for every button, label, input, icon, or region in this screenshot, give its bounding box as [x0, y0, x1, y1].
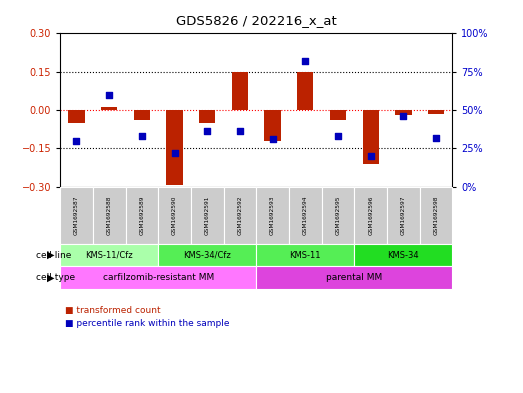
Bar [166, 110, 183, 185]
Point [268, 136, 277, 142]
Text: parental MM: parental MM [326, 274, 382, 282]
Text: KMS-34/Cfz: KMS-34/Cfz [184, 251, 231, 259]
Bar [362, 110, 379, 163]
Text: GSM1692591: GSM1692591 [204, 195, 210, 235]
Text: cell type: cell type [36, 274, 75, 282]
Bar [134, 110, 150, 120]
Point [432, 134, 440, 141]
Point [301, 58, 310, 64]
Text: GSM1692596: GSM1692596 [368, 195, 373, 235]
Point [367, 153, 375, 159]
Bar [395, 110, 412, 115]
Bar [428, 110, 444, 114]
Bar [199, 110, 215, 123]
Point [105, 92, 113, 98]
Bar [297, 72, 313, 110]
Text: GSM1692590: GSM1692590 [172, 195, 177, 235]
Text: GSM1692589: GSM1692589 [139, 195, 144, 235]
Text: ▶: ▶ [48, 273, 55, 283]
Bar [232, 72, 248, 110]
Text: GSM1692595: GSM1692595 [335, 195, 340, 235]
Bar [265, 110, 281, 141]
Text: GSM1692588: GSM1692588 [107, 195, 112, 235]
Text: ■ percentile rank within the sample: ■ percentile rank within the sample [65, 320, 230, 328]
Text: KMS-11: KMS-11 [290, 251, 321, 259]
Text: KMS-34: KMS-34 [388, 251, 419, 259]
Point [236, 129, 244, 135]
Bar [69, 110, 85, 123]
Point [203, 129, 211, 135]
Text: GSM1692594: GSM1692594 [303, 195, 308, 235]
Point [334, 133, 342, 139]
Text: GSM1692592: GSM1692592 [237, 195, 243, 235]
Point [399, 113, 407, 119]
Text: GSM1692587: GSM1692587 [74, 195, 79, 235]
Bar [101, 107, 117, 110]
Bar [330, 110, 346, 120]
Point [170, 150, 179, 156]
Point [138, 133, 146, 139]
Text: GSM1692597: GSM1692597 [401, 195, 406, 235]
Text: carfilzomib-resistant MM: carfilzomib-resistant MM [103, 274, 214, 282]
Text: ▶: ▶ [48, 250, 55, 260]
Text: KMS-11/Cfz: KMS-11/Cfz [85, 251, 133, 259]
Text: cell line: cell line [36, 251, 71, 259]
Point [72, 138, 81, 144]
Text: GDS5826 / 202216_x_at: GDS5826 / 202216_x_at [176, 14, 337, 27]
Text: GSM1692598: GSM1692598 [434, 195, 439, 235]
Text: GSM1692593: GSM1692593 [270, 195, 275, 235]
Text: ■ transformed count: ■ transformed count [65, 307, 161, 315]
